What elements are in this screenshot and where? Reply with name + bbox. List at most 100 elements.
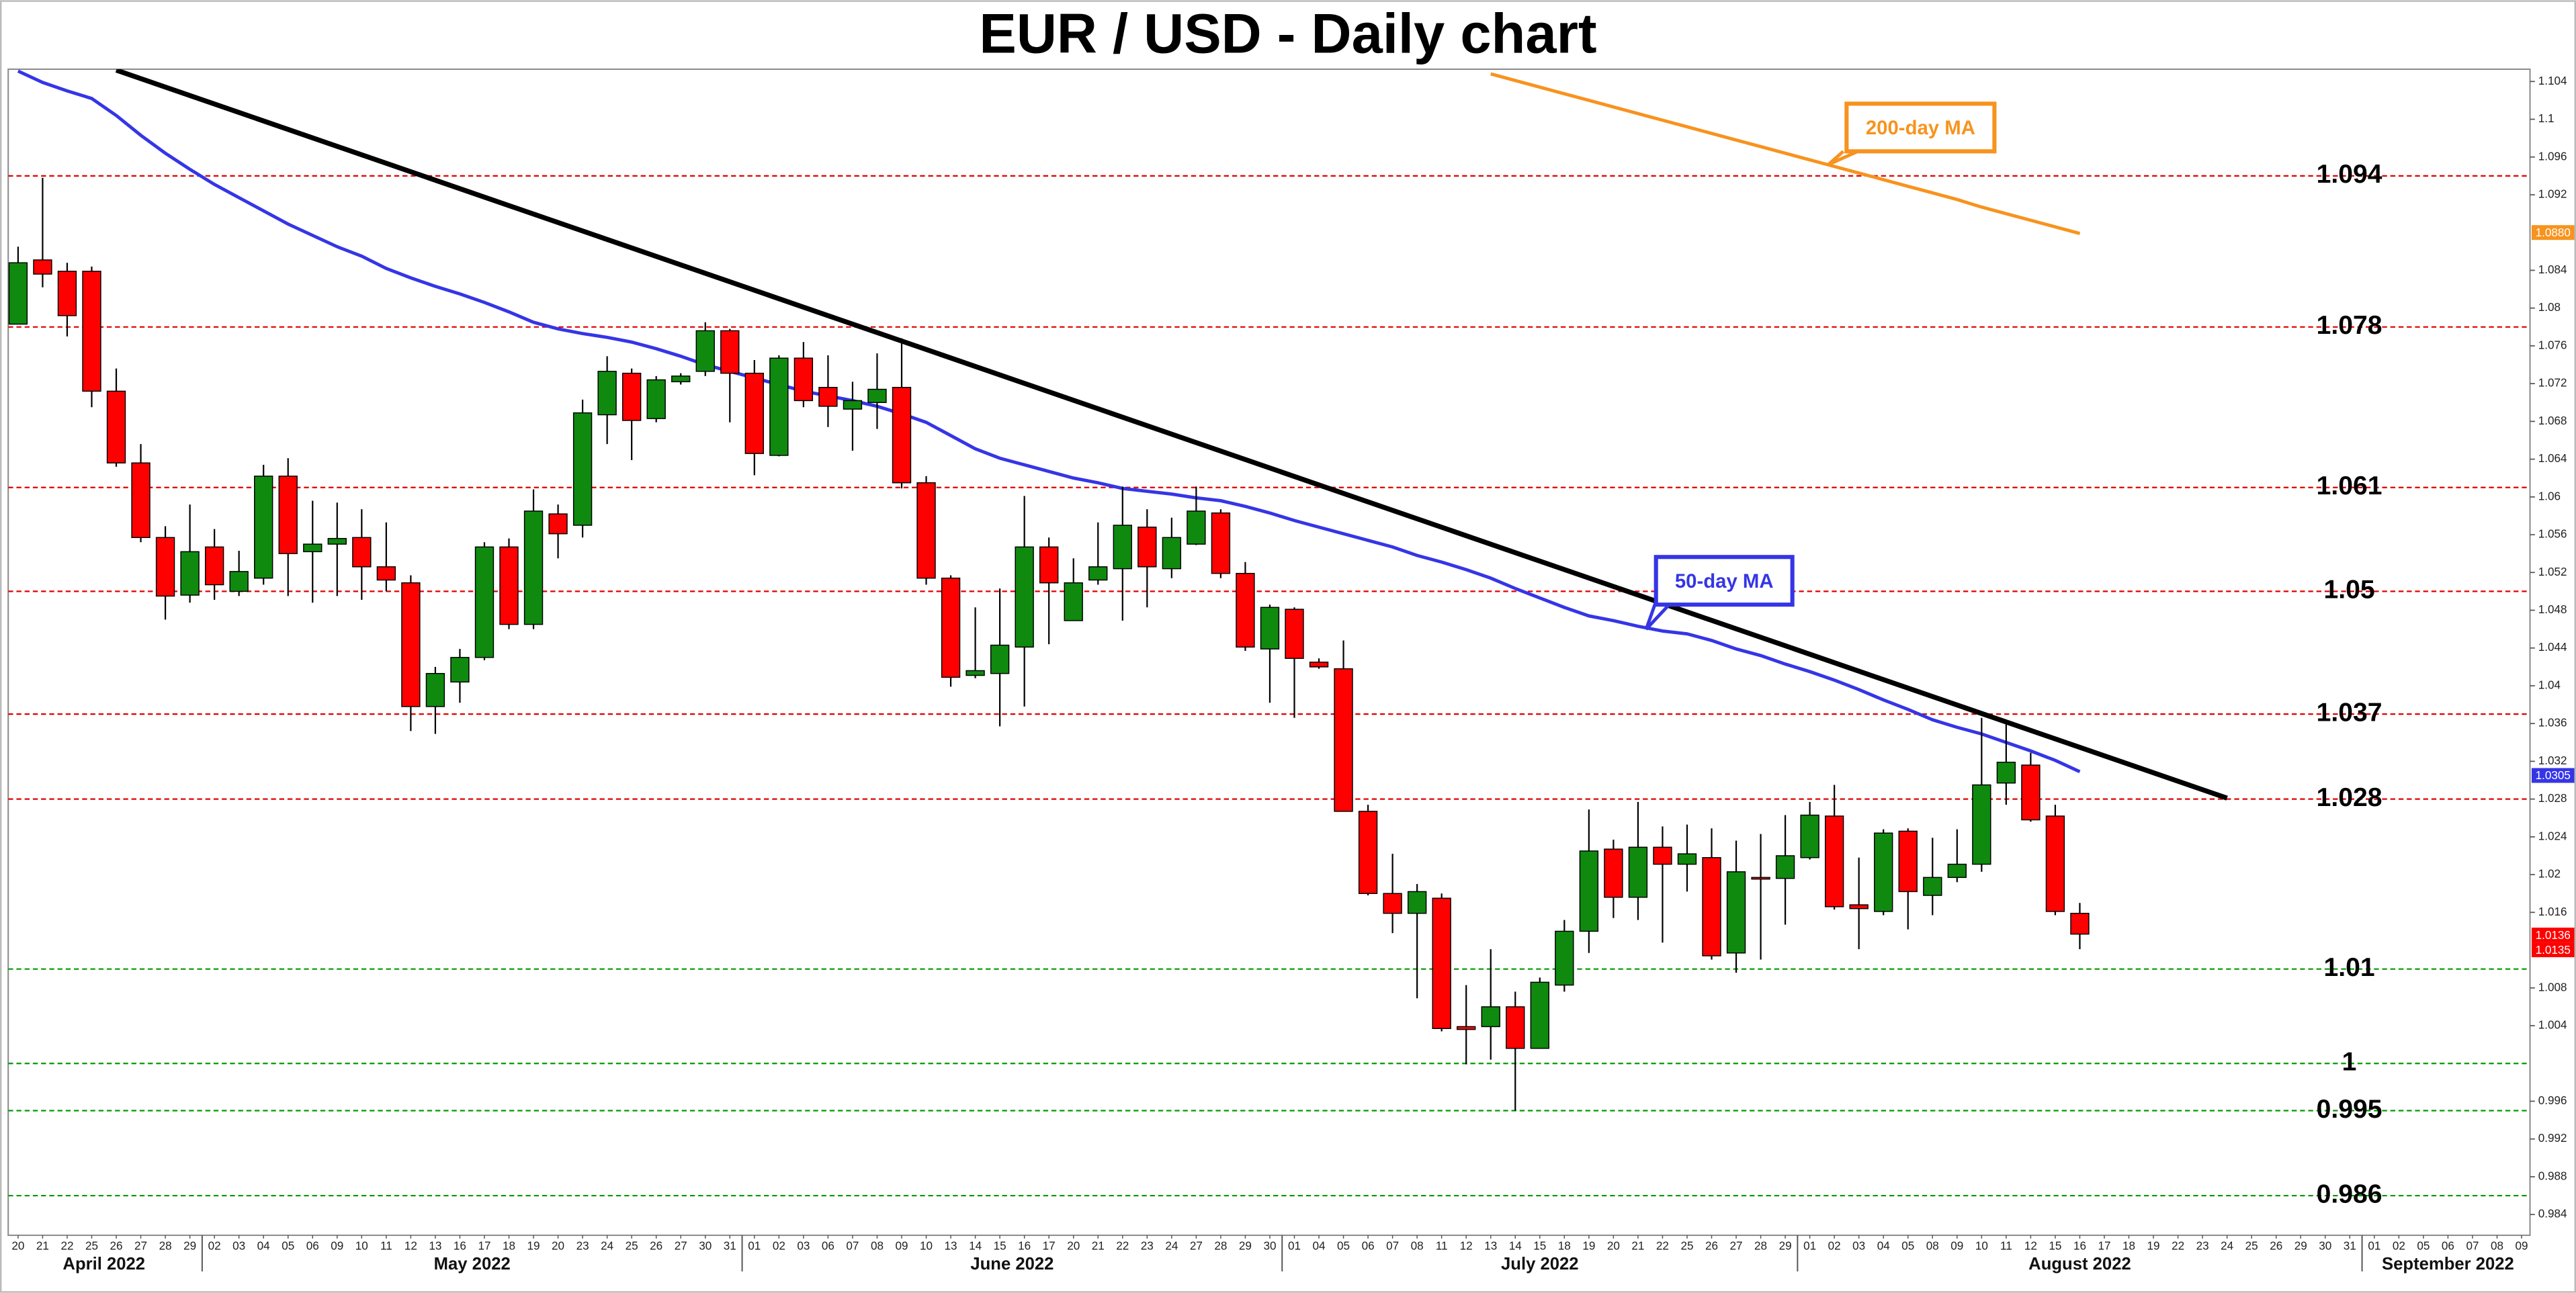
plot-area [8, 69, 2530, 1197]
candle-body [1530, 981, 1549, 1049]
x-tick-label: 26 [1705, 1240, 1718, 1253]
x-tick-label: 02 [773, 1240, 785, 1253]
candle-body [843, 400, 863, 410]
chart-title: EUR / USD - Daily chart [979, 3, 1596, 65]
x-tick-label: 27 [134, 1240, 147, 1253]
candle-body [769, 357, 789, 456]
x-tick-label: 15 [2049, 1240, 2061, 1253]
candle-body [1628, 846, 1648, 898]
candle-body [1702, 857, 1721, 956]
ma-line [17, 69, 2081, 774]
x-tick-label: 17 [2098, 1240, 2110, 1253]
x-tick-label: 05 [1337, 1240, 1350, 1253]
x-tick-label: 29 [183, 1240, 196, 1253]
candle-body [1334, 668, 1353, 812]
x-tick-label: 09 [331, 1240, 343, 1253]
y-tick-label: 0.992 [2538, 1132, 2567, 1145]
month-label: September 2022 [2382, 1255, 2514, 1274]
x-tick-label: 05 [2417, 1240, 2430, 1253]
x-tick-label: 25 [85, 1240, 98, 1253]
x-tick-label: 06 [306, 1240, 319, 1253]
y-tick-label: 0.988 [2538, 1169, 2567, 1182]
candle-body [474, 546, 495, 658]
candle-body [1947, 863, 1967, 879]
x-tick-label: 26 [650, 1240, 662, 1253]
x-tick-label: 28 [1214, 1240, 1227, 1253]
x-tick-label: 05 [282, 1240, 294, 1253]
ma-callout-pointer [1827, 150, 1859, 167]
candle-body [229, 571, 249, 592]
x-tick-label: 11 [2000, 1240, 2012, 1253]
x-tick-label: 25 [1680, 1240, 1693, 1253]
x-tick-label: 04 [1877, 1240, 1891, 1253]
candle-body [204, 546, 224, 586]
x-tick-label: 16 [2073, 1240, 2086, 1253]
y-tick-label: 1.06 [2538, 490, 2561, 502]
candle-body [646, 379, 666, 419]
x-tick-label: 21 [1631, 1240, 1644, 1253]
ma-callout [1844, 101, 1997, 154]
x-tick-label: 20 [1067, 1240, 1080, 1253]
x-tick-label: 05 [1901, 1240, 1914, 1253]
ma-callout-pointer [1644, 600, 1671, 631]
candle-body [1972, 784, 1991, 865]
candle-body [1579, 850, 1599, 932]
candle-body [548, 513, 568, 535]
x-tick-label: 10 [920, 1240, 933, 1253]
candle-body [1726, 871, 1746, 954]
x-tick-label: 03 [232, 1240, 245, 1253]
candle-body [8, 262, 28, 325]
candle-body [1407, 891, 1427, 914]
x-tick-label: 10 [355, 1240, 368, 1253]
x-tick-label: 18 [1558, 1240, 1571, 1253]
candle-body [2070, 913, 2090, 935]
trendline [115, 69, 2228, 801]
candle-body [1555, 930, 1574, 986]
candle-body [1874, 832, 1893, 912]
x-tick-label: 24 [1165, 1240, 1178, 1253]
x-tick-label: 11 [380, 1240, 392, 1253]
candle-body [82, 271, 101, 392]
x-tick-label: 08 [1926, 1240, 1939, 1253]
x-tick-label: 20 [11, 1240, 24, 1253]
candle-body [1898, 830, 1918, 893]
candle-body [621, 372, 642, 421]
x-tick-label: 21 [36, 1240, 49, 1253]
month-label: June 2022 [970, 1255, 1054, 1274]
candle-body [916, 482, 936, 579]
x-tick-label: 06 [1362, 1240, 1375, 1253]
x-tick-label: 30 [2319, 1240, 2331, 1253]
x-tick-label: 23 [1141, 1240, 1154, 1253]
y-tick-label: 1.084 [2538, 263, 2567, 276]
candle-body [131, 462, 151, 538]
candle-body [499, 546, 519, 625]
level-label: 1.01 [2324, 953, 2375, 982]
candle-body [352, 537, 372, 568]
candle-body [303, 543, 323, 553]
y-tick-label: 1.08 [2538, 301, 2561, 314]
candle-body [425, 672, 445, 707]
candle-body [1309, 662, 1329, 668]
x-tick-label: 26 [110, 1240, 123, 1253]
candle-body [1285, 609, 1304, 659]
y-tick-label: 1.032 [2538, 754, 2567, 767]
candle-body [1039, 546, 1059, 584]
x-tick-label: 08 [2491, 1240, 2503, 1253]
x-tick-label: 13 [429, 1240, 441, 1253]
x-tick-label: 22 [1116, 1240, 1129, 1253]
candle-body [1432, 897, 1451, 1029]
level-label: 1.061 [2317, 472, 2382, 500]
candle-body [1383, 893, 1402, 914]
x-tick-label: 08 [871, 1240, 884, 1253]
x-tick-label: 30 [699, 1240, 712, 1253]
candle-body [1064, 582, 1083, 621]
y-tick-label: 1.068 [2538, 414, 2567, 427]
x-tick-label: 17 [1043, 1240, 1056, 1253]
candle-body [254, 476, 273, 579]
month-label: April 2022 [62, 1255, 145, 1274]
candle-body [1236, 572, 1255, 648]
candle-body [106, 390, 126, 463]
candle-body [965, 670, 985, 676]
candle-body [1211, 512, 1231, 574]
candle-body [1996, 762, 2016, 784]
